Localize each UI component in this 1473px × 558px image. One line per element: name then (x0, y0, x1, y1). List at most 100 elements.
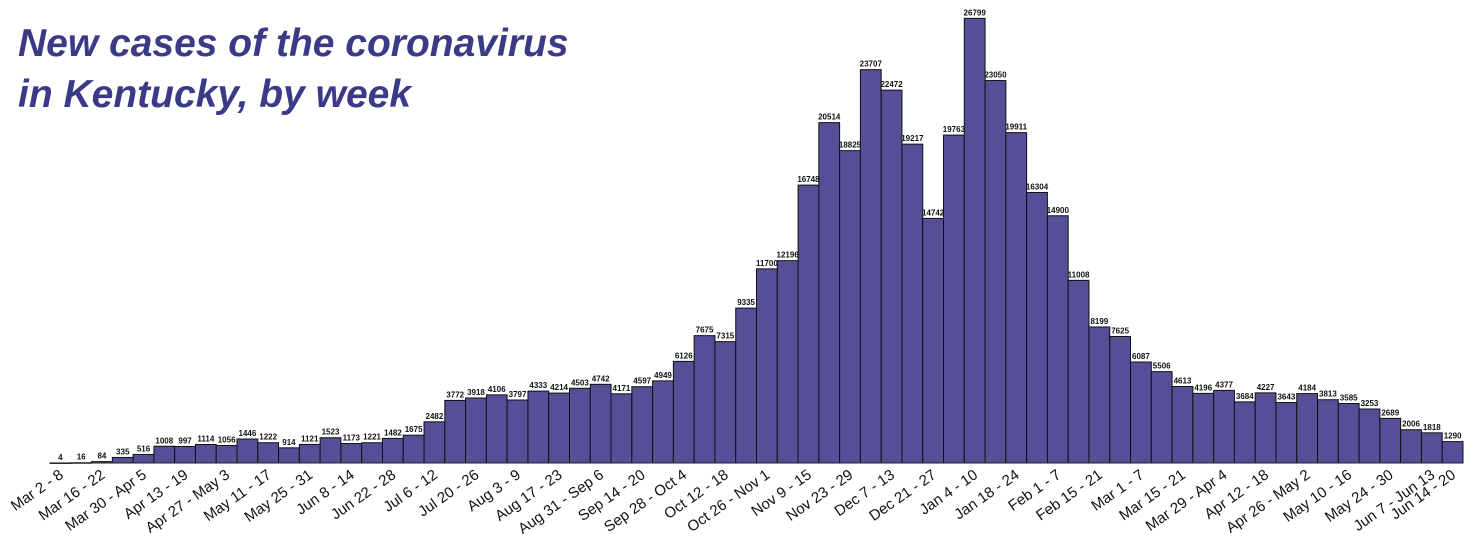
bar (1026, 191, 1048, 464)
data-label: 4503 (571, 378, 589, 387)
bar (402, 434, 425, 464)
data-label: 4377 (1215, 380, 1233, 389)
data-label: 16 (77, 453, 86, 462)
bar (153, 445, 176, 464)
bar (1296, 393, 1319, 464)
bar (714, 341, 737, 464)
bar (1275, 402, 1298, 464)
data-label: 26799 (964, 8, 987, 17)
bar (1130, 361, 1152, 464)
bar (1005, 132, 1028, 464)
data-label: 11700 (756, 259, 778, 268)
bar (984, 80, 1007, 464)
bar (1150, 371, 1173, 464)
data-label: 997 (178, 436, 192, 445)
bar (485, 394, 508, 464)
bar (381, 437, 404, 464)
bar (1213, 389, 1235, 464)
data-label: 20514 (818, 113, 841, 122)
data-label: 1675 (405, 425, 423, 434)
bar (1254, 392, 1277, 464)
data-label: 1222 (259, 433, 277, 442)
bar (444, 399, 467, 464)
data-label: 6126 (675, 351, 693, 360)
bar (174, 445, 196, 464)
bar (880, 89, 903, 464)
data-label: 19763 (943, 125, 966, 134)
data-label: 6087 (1132, 352, 1150, 361)
data-label: 14900 (1047, 206, 1070, 215)
data-label: 1818 (1423, 423, 1441, 432)
bar (610, 393, 633, 464)
bar (943, 134, 965, 464)
bar (693, 335, 716, 464)
data-label: 4227 (1257, 383, 1275, 392)
data-label: 3797 (509, 390, 527, 399)
data-label: 2006 (1402, 420, 1420, 429)
bar (1046, 215, 1069, 464)
data-label: 3813 (1319, 390, 1337, 399)
data-label: 3772 (446, 390, 464, 399)
bar (340, 443, 363, 464)
bar (236, 438, 259, 464)
data-label: 9335 (737, 298, 755, 307)
data-label: 4214 (550, 383, 568, 392)
data-label: 1056 (218, 435, 236, 444)
bar (527, 390, 550, 464)
data-label: 22472 (880, 80, 903, 89)
bar (1171, 385, 1194, 464)
bar (111, 456, 134, 464)
chart-title-line-1: New cases of the coronavirus (18, 22, 569, 65)
data-label: 4171 (613, 384, 631, 393)
data-label: 8199 (1090, 317, 1108, 326)
data-label: 14742 (922, 208, 945, 217)
data-label: 16748 (797, 175, 820, 184)
bar (215, 444, 238, 464)
data-label: 4184 (1298, 384, 1316, 393)
bar (1109, 335, 1132, 464)
data-label: 335 (116, 447, 130, 456)
data-label: 3585 (1340, 394, 1358, 403)
bar (631, 386, 654, 464)
data-label: 4949 (654, 371, 672, 380)
bar (859, 69, 882, 464)
data-label: 914 (282, 438, 296, 447)
data-label: 3918 (467, 388, 485, 397)
bar (589, 383, 612, 464)
data-label: 1523 (322, 428, 340, 437)
bar (132, 453, 155, 464)
bar (278, 447, 300, 464)
bar (735, 307, 757, 464)
bar (818, 122, 841, 464)
bar (319, 437, 342, 464)
bar (1379, 417, 1402, 464)
data-label: 1121 (301, 434, 319, 443)
data-label: 7625 (1111, 326, 1129, 335)
data-label: 19911 (1005, 123, 1027, 132)
data-label: 1446 (239, 429, 257, 438)
bar (776, 260, 799, 464)
bars-group (49, 17, 1464, 464)
bar (1088, 326, 1111, 464)
data-label: 23050 (984, 71, 1007, 80)
data-label: 4106 (488, 385, 506, 394)
bar (839, 150, 861, 464)
data-label: 16304 (1026, 182, 1049, 191)
bar (548, 392, 570, 464)
bar (465, 397, 487, 464)
bar (672, 360, 695, 464)
data-label: 4742 (592, 374, 610, 383)
data-label: 4613 (1174, 376, 1192, 385)
data-label: 5506 (1153, 362, 1171, 371)
data-label: 3253 (1361, 399, 1379, 408)
chart-title: New cases of the coronavirus in Kentucky… (18, 18, 658, 120)
bar (1337, 403, 1360, 464)
bar (901, 143, 924, 464)
bar (1067, 279, 1090, 464)
data-label: 1221 (363, 433, 381, 442)
data-label: 4333 (529, 381, 547, 390)
bar (361, 442, 383, 464)
data-label: 516 (137, 444, 151, 453)
bar (1233, 401, 1256, 464)
